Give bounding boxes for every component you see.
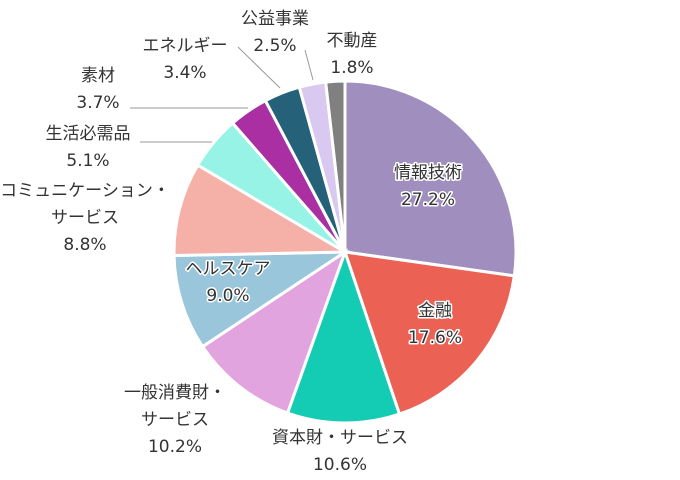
slice-value-label: 3.7% [76, 93, 119, 113]
slice-value-label: 17.6% [408, 328, 462, 348]
pie-slice [172, 163, 351, 258]
slice-value-label: 5.1% [66, 151, 109, 171]
pie-slice [343, 79, 518, 278]
slice-label: サービス [51, 208, 119, 228]
slice-label: 素材 [81, 66, 115, 86]
pie-slice [172, 250, 351, 349]
slice-label: ヘルスケア [186, 259, 271, 279]
slice-label: 資本財・サービス [272, 428, 408, 448]
slice-label: 生活必需品 [46, 124, 131, 144]
slice-label: 公益事業 [241, 9, 309, 29]
slice-label: 情報技術 [394, 163, 462, 183]
slice-value-label: 2.5% [253, 36, 296, 56]
slice-value-label: 10.6% [313, 455, 367, 475]
pie-slice [324, 79, 347, 253]
slice-label: 金融 [418, 301, 452, 321]
slice-label: 一般消費財・ [124, 383, 226, 403]
slice-label: エネルギー [143, 36, 228, 56]
slice-value-label: 3.4% [163, 63, 206, 83]
pie-slice [285, 247, 402, 425]
slice-value-label: 27.2% [401, 190, 455, 210]
slice-label: コミュニケーション・ [0, 181, 170, 201]
slice-value-label: 10.2% [148, 437, 202, 457]
slice-value-label: 9.0% [206, 286, 249, 306]
slice-label: 不動産 [327, 31, 378, 51]
leader-line [237, 46, 281, 89]
slice-value-label: 1.8% [330, 58, 373, 78]
leader-line [304, 49, 314, 81]
pie-slice [200, 248, 348, 415]
slice-label: サービス [141, 410, 209, 430]
slice-value-label: 8.8% [63, 235, 106, 255]
